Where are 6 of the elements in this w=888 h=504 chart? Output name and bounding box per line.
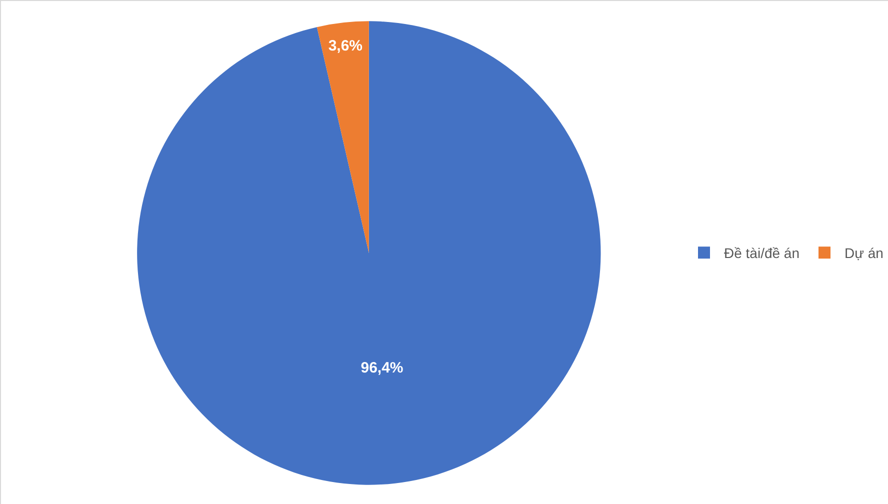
data-label: 96,4% <box>360 360 404 377</box>
legend-label: Dự án <box>844 245 884 262</box>
legend-label: Đề tài/đề án <box>724 245 800 262</box>
pie-slice <box>316 21 369 253</box>
data-label: 3,6% <box>328 38 363 54</box>
pie-slice <box>137 21 601 485</box>
